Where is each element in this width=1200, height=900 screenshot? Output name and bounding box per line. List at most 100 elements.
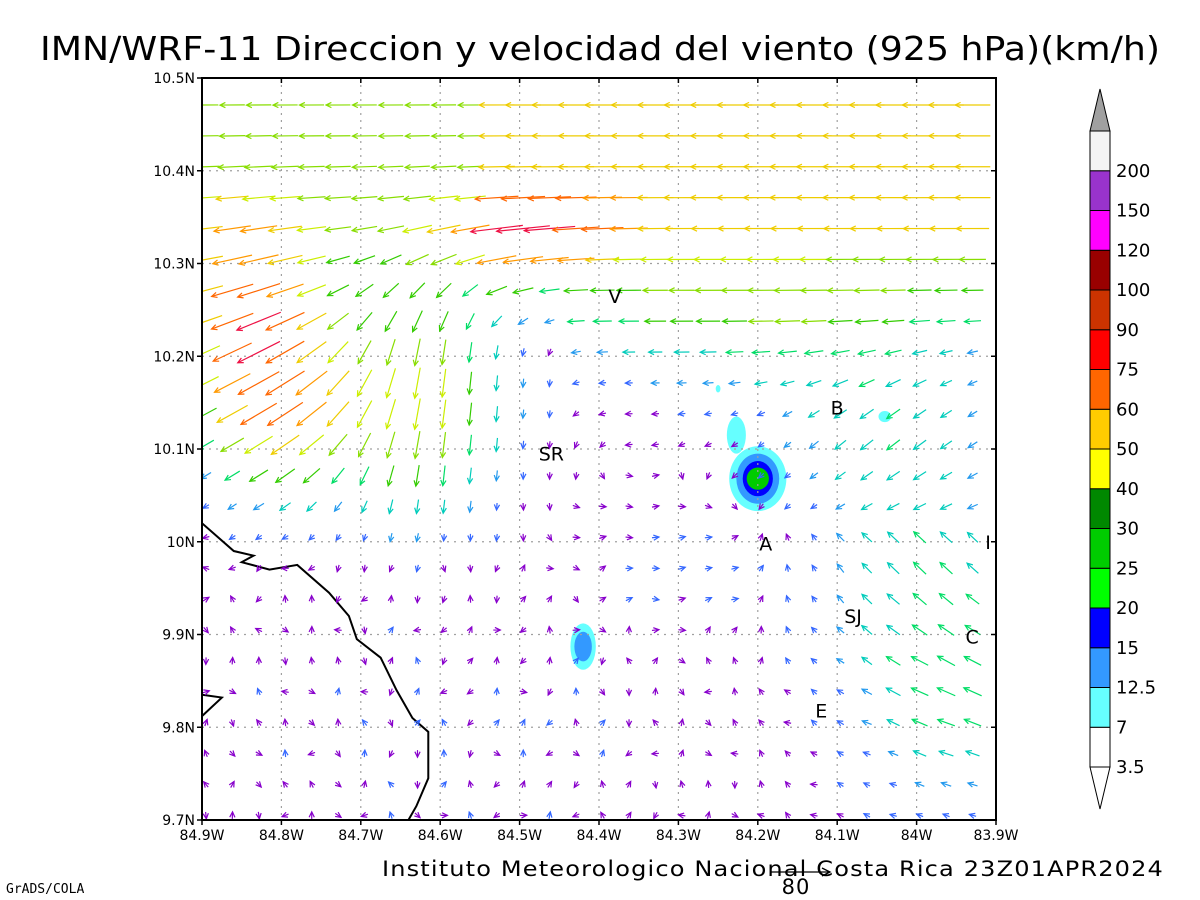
wind-vector-659	[953, 163, 991, 170]
wind-vector-247	[388, 564, 395, 573]
wind-vector-227	[651, 595, 661, 602]
wind-vector-head	[469, 227, 477, 235]
wind-vector-430	[466, 371, 473, 396]
wind-vector-shaft	[886, 624, 901, 636]
wind-vector-387	[912, 439, 927, 451]
wind-vector-head	[833, 443, 842, 451]
wind-vector-head	[467, 719, 474, 727]
wind-vector-428	[412, 367, 421, 400]
wind-vector-118	[936, 718, 956, 727]
wind-vector-shaft	[441, 399, 447, 429]
wind-vector-407	[650, 410, 659, 417]
wind-vector-296	[886, 531, 900, 544]
wind-vector-shaft	[913, 471, 927, 481]
wind-vector-576	[350, 225, 378, 233]
wind-vector-head	[493, 415, 500, 423]
wind-vector-head	[387, 656, 394, 664]
wind-vector-15	[600, 811, 607, 819]
wind-vector-157	[387, 656, 394, 665]
wind-vector-head	[874, 101, 882, 109]
wind-vector-head	[731, 686, 739, 695]
wind-vector-head	[441, 718, 448, 726]
wind-vector-head	[520, 442, 527, 451]
wind-vector-head	[886, 531, 894, 538]
wind-vector-head	[715, 132, 723, 140]
x-tick-label: 84.1W	[815, 828, 860, 844]
wind-vector-head	[241, 195, 249, 202]
wind-vector-head	[678, 717, 685, 726]
wind-vector-shaft	[861, 625, 873, 635]
wind-vector-head	[966, 379, 975, 386]
wind-vector-shaft	[202, 225, 223, 230]
wind-vector-194	[572, 627, 581, 634]
wind-vector-196	[625, 625, 633, 634]
wind-vector-head	[701, 379, 709, 387]
wind-vector-411	[756, 410, 766, 417]
wind-vector-25	[862, 812, 871, 819]
wind-vector-305	[333, 501, 343, 513]
wind-vector-456	[357, 340, 372, 365]
wind-vector-636	[350, 163, 377, 171]
wind-vector-head	[626, 657, 633, 665]
wind-vector-278	[414, 533, 421, 543]
colorbar-bin	[1089, 687, 1111, 728]
wind-vector-head	[678, 748, 685, 757]
wind-vector-head	[847, 194, 855, 201]
wind-vector-292	[785, 532, 792, 541]
wind-vector-shaft	[513, 287, 534, 294]
wind-vector-395	[326, 401, 350, 428]
wind-vector-head	[228, 750, 236, 758]
wind-vector-519	[435, 282, 452, 299]
wind-vector-head	[252, 504, 260, 511]
wind-vector-shaft	[414, 398, 421, 430]
wind-vector-head	[758, 749, 765, 757]
wind-vector-473	[803, 349, 824, 356]
wind-vector-head	[492, 811, 501, 819]
wind-vector-153	[281, 657, 289, 666]
wind-vector-head	[461, 290, 469, 297]
wind-vector-shaft	[726, 351, 744, 354]
wind-vector-shaft	[518, 317, 529, 325]
wind-vector-head	[504, 132, 512, 140]
wind-vector-head	[271, 101, 279, 109]
wind-vector-shaft	[211, 312, 254, 330]
wind-vector-shaft	[913, 561, 927, 575]
colorbar-bin	[1089, 647, 1111, 688]
wind-vector-669	[430, 132, 457, 140]
wind-vector-head	[280, 565, 288, 572]
colorbar-label: 15	[1116, 638, 1139, 659]
wind-vector-shaft	[913, 439, 927, 450]
wind-vector-397	[385, 398, 397, 430]
wind-vector-head	[211, 356, 220, 362]
wind-vector-346	[625, 472, 634, 479]
wind-vector-head	[255, 656, 263, 664]
wind-vector-head	[350, 226, 359, 233]
wind-vector-head	[439, 451, 447, 459]
wind-vector-head	[493, 656, 500, 664]
wind-vector-head	[625, 750, 633, 757]
wind-vector-566	[878, 256, 908, 263]
wind-vector-shaft	[939, 593, 954, 606]
wind-vector-244	[307, 564, 316, 571]
wind-vector-205	[860, 624, 873, 635]
wind-vector-head	[361, 658, 368, 666]
wind-vector-446	[884, 379, 901, 388]
speed-contour-1-1	[574, 631, 592, 662]
wind-vector-head	[239, 227, 247, 234]
wind-vector-82	[784, 749, 792, 757]
wind-vector-274	[308, 534, 316, 541]
wind-vector-396	[356, 400, 373, 429]
wind-vector-head	[546, 810, 553, 818]
wind-vector-head	[939, 561, 947, 569]
wind-vector-184	[308, 625, 315, 634]
wind-vector-shaft	[911, 656, 929, 666]
wind-vector-head	[402, 195, 410, 202]
wind-vector-41	[493, 781, 501, 788]
wind-vector-335	[331, 467, 345, 485]
wind-vector-383	[808, 440, 819, 450]
wind-vector-shaft	[296, 401, 327, 427]
wind-vector-shaft	[859, 408, 874, 419]
wind-vector-389	[966, 441, 978, 449]
wind-vector-head	[731, 811, 740, 818]
wind-vector-365	[328, 433, 348, 457]
